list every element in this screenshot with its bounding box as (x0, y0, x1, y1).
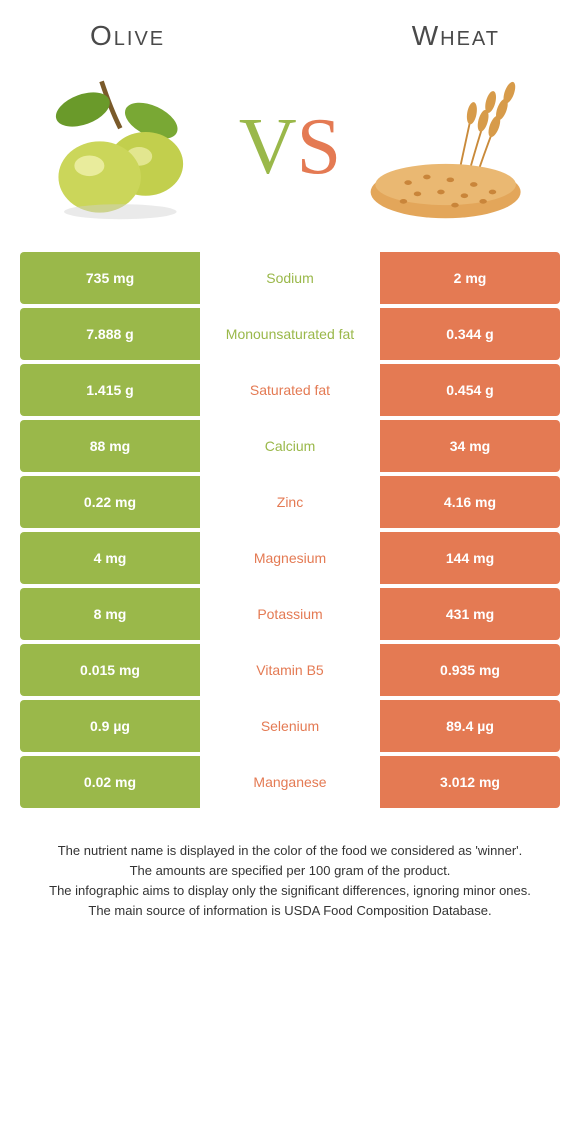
nutrient-left-value: 0.9 µg (20, 700, 200, 752)
nutrient-left-value: 0.02 mg (20, 756, 200, 808)
nutrient-left-value: 7.888 g (20, 308, 200, 360)
nutrient-label: Sodium (200, 252, 380, 304)
nutrient-left-value: 1.415 g (20, 364, 200, 416)
nutrient-label: Saturated fat (200, 364, 380, 416)
food-left-name: Olive (90, 20, 165, 52)
nutrient-left-value: 8 mg (20, 588, 200, 640)
nutrient-right-value: 34 mg (380, 420, 560, 472)
nutrient-left-value: 735 mg (20, 252, 200, 304)
footer-note: The main source of information is USDA F… (30, 902, 550, 921)
wheat-icon (360, 72, 550, 222)
nutrient-label: Vitamin B5 (200, 644, 380, 696)
nutrient-table: 735 mgSodium2 mg 7.888 gMonounsaturated f… (20, 252, 560, 808)
vs-row: VS (20, 72, 560, 222)
nutrient-label: Potassium (200, 588, 380, 640)
footer-notes: The nutrient name is displayed in the co… (20, 842, 560, 920)
nutrient-right-value: 3.012 mg (380, 756, 560, 808)
footer-note: The infographic aims to display only the… (30, 882, 550, 901)
nutrient-right-value: 2 mg (380, 252, 560, 304)
footer-note: The amounts are specified per 100 gram o… (30, 862, 550, 881)
nutrient-right-value: 0.344 g (380, 308, 560, 360)
nutrient-right-value: 0.935 mg (380, 644, 560, 696)
vs-label: VS (239, 107, 341, 187)
nutrient-label: Manganese (200, 756, 380, 808)
nutrient-left-value: 4 mg (20, 532, 200, 584)
nutrient-left-value: 88 mg (20, 420, 200, 472)
nutrient-label: Monounsaturated fat (200, 308, 380, 360)
nutrient-label: Magnesium (200, 532, 380, 584)
header-row: Olive Wheat (20, 20, 560, 52)
nutrient-right-value: 89.4 µg (380, 700, 560, 752)
nutrient-right-value: 4.16 mg (380, 476, 560, 528)
nutrient-left-value: 0.015 mg (20, 644, 200, 696)
footer-note: The nutrient name is displayed in the co… (30, 842, 550, 861)
nutrient-left-value: 0.22 mg (20, 476, 200, 528)
nutrient-label: Zinc (200, 476, 380, 528)
nutrient-right-value: 431 mg (380, 588, 560, 640)
olive-icon (30, 72, 220, 222)
nutrient-right-value: 144 mg (380, 532, 560, 584)
food-right-name: Wheat (412, 20, 500, 52)
nutrient-right-value: 0.454 g (380, 364, 560, 416)
nutrient-label: Selenium (200, 700, 380, 752)
nutrient-label: Calcium (200, 420, 380, 472)
